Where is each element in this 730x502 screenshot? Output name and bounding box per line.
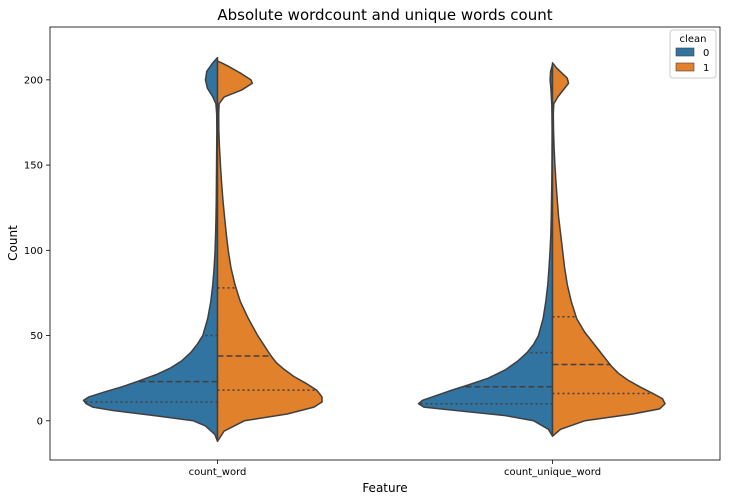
y-tick-label-1: 50 xyxy=(30,331,43,342)
x-axis-label: Feature xyxy=(362,481,407,495)
legend-swatch-0 xyxy=(675,47,695,57)
plot-frame xyxy=(49,26,721,461)
y-axis-label: Count xyxy=(6,225,20,261)
x-tick-label-count_word: count_word xyxy=(189,467,247,478)
legend: clean 0 1 xyxy=(669,29,717,79)
quartile-lines-layer xyxy=(84,287,653,405)
legend-label-1: 1 xyxy=(703,63,709,74)
violin-count_unique_word-hue-0 xyxy=(417,63,554,437)
x-axis: count_word count_unique_word xyxy=(189,460,601,478)
legend-swatch-1 xyxy=(675,62,695,72)
chart-title: Absolute wordcount and unique words coun… xyxy=(217,6,552,24)
y-tick-label-2: 100 xyxy=(24,246,43,257)
y-tick-label-0: 0 xyxy=(37,416,43,427)
violin-count_word-hue-1 xyxy=(216,60,323,442)
violin-count_unique_word-hue-1 xyxy=(551,62,666,437)
y-tick-label-3: 150 xyxy=(24,161,43,172)
legend-label-0: 0 xyxy=(703,48,709,59)
violins-layer xyxy=(82,56,666,442)
legend-title: clean xyxy=(680,34,707,45)
x-tick-label-count_unique_word: count_unique_word xyxy=(504,467,601,478)
y-axis: 0 50 100 150 200 xyxy=(24,75,50,427)
y-tick-label-4: 200 xyxy=(24,75,43,86)
violin-count_word-hue-0 xyxy=(82,56,219,442)
